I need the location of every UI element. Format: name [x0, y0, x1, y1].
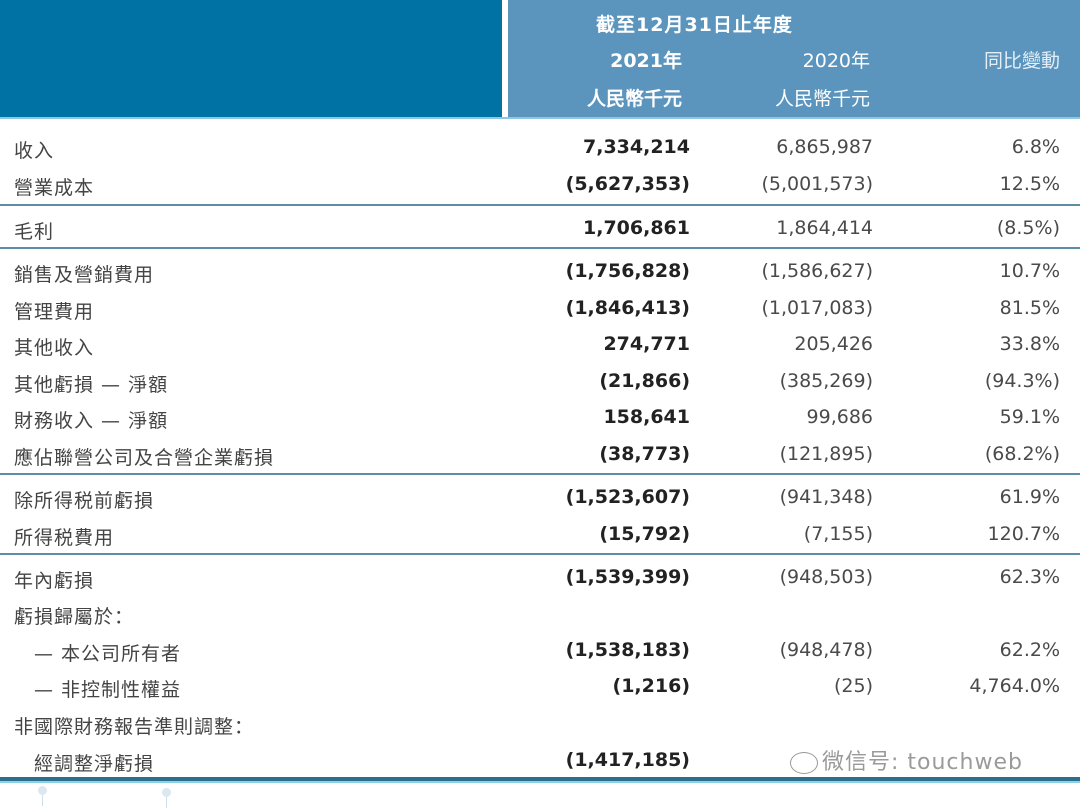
- table-row: 管理費用 (1,846,413) (1,017,083) 81.5%: [0, 291, 1080, 327]
- value-2021: (15,792): [599, 523, 690, 545]
- section-divider: [0, 473, 1080, 475]
- table-row: — 本公司所有者 (1,538,183) (948,478) 62.2%: [0, 633, 1080, 669]
- value-yoy: 62.3%: [999, 566, 1060, 588]
- row-label: 年內虧損: [14, 570, 95, 592]
- value-yoy: (68.2%): [984, 443, 1060, 465]
- row-label: 財務收入 — 淨額: [14, 410, 169, 432]
- row-label: 虧損歸屬於：: [14, 606, 135, 628]
- table-row: 應佔聯營公司及合營企業虧損 (38,773) (121,895) (68.2%): [0, 437, 1080, 473]
- value-yoy: 59.1%: [999, 406, 1060, 428]
- value-2020: (948,478): [779, 639, 873, 661]
- value-2020: 99,686: [806, 406, 873, 428]
- row-label: 毛利: [14, 221, 55, 243]
- table-row: 除所得税前虧損 (1,523,607) (941,348) 61.9%: [0, 480, 1080, 516]
- watermark-text: 微信号: touchweb: [822, 750, 1023, 775]
- table-row: 毛利 1,706,861 1,864,414 (8.5%): [0, 211, 1080, 247]
- row-label: — 非控制性權益: [34, 679, 182, 701]
- table-row: 營業成本 (5,627,353) (5,001,573) 12.5%: [0, 167, 1080, 203]
- value-2021: 274,771: [603, 333, 690, 355]
- value-2021: (1,417,185): [565, 749, 690, 771]
- value-2021: (1,216): [612, 675, 690, 697]
- section-divider: [0, 553, 1080, 555]
- value-2021: (5,627,353): [565, 173, 690, 195]
- value-2021: (1,756,828): [565, 260, 690, 282]
- value-2020: 6,865,987: [776, 136, 873, 158]
- value-yoy: (8.5%): [996, 217, 1060, 239]
- row-label: 營業成本: [14, 177, 95, 199]
- value-yoy: 6.8%: [1011, 136, 1060, 158]
- table-row: 經調整淨虧損 (1,417,185): [0, 743, 1080, 779]
- col-2021-unit: 人民幣千元: [586, 88, 682, 110]
- table-row: 銷售及營銷費用 (1,756,828) (1,586,627) 10.7%: [0, 254, 1080, 290]
- value-2021: (1,539,399): [565, 566, 690, 588]
- table-row: — 非控制性權益 (1,216) (25) 4,764.0%: [0, 669, 1080, 705]
- value-yoy: 12.5%: [999, 173, 1060, 195]
- row-label: 所得税費用: [14, 527, 115, 549]
- table-row: 其他收入 274,771 205,426 33.8%: [0, 327, 1080, 363]
- row-label: 經調整淨虧損: [34, 753, 155, 775]
- wechat-icon: [790, 752, 818, 774]
- value-2020: (7,155): [803, 523, 873, 545]
- value-2021: 1,706,861: [583, 217, 690, 239]
- value-2020: 205,426: [794, 333, 873, 355]
- row-label: — 本公司所有者: [34, 643, 182, 665]
- row-label: 非國際財務報告準則調整：: [14, 716, 255, 738]
- value-2020: (948,503): [779, 566, 873, 588]
- table-row: 年內虧損 (1,539,399) (948,503) 62.3%: [0, 560, 1080, 596]
- col-2020-year: 2020年: [802, 50, 870, 72]
- value-2020: (25): [833, 675, 873, 697]
- period-heading: 截至12月31日止年度: [596, 14, 793, 36]
- section-divider: [0, 247, 1080, 249]
- row-label: 除所得税前虧損: [14, 490, 155, 512]
- row-label: 應佔聯營公司及合營企業虧損: [14, 447, 275, 469]
- value-2021: (21,866): [599, 370, 690, 392]
- table-row: 虧損歸屬於：: [0, 596, 1080, 632]
- pin-decoration-icon: [162, 788, 171, 808]
- value-yoy: (94.3%): [984, 370, 1060, 392]
- table-row: 非國際財務報告準則調整：: [0, 706, 1080, 742]
- value-2020: (5,001,573): [761, 173, 873, 195]
- value-yoy: 10.7%: [999, 260, 1060, 282]
- table-row: 收入 7,334,214 6,865,987 6.8%: [0, 130, 1080, 166]
- value-2020: (1,586,627): [761, 260, 873, 282]
- header-underline: [0, 117, 1080, 119]
- table-row: 其他虧損 — 淨額 (21,866) (385,269) (94.3%): [0, 364, 1080, 400]
- value-yoy: 61.9%: [999, 486, 1060, 508]
- value-2021: (38,773): [599, 443, 690, 465]
- section-divider: [0, 204, 1080, 206]
- table-bottom-border: [0, 777, 1080, 783]
- value-yoy: 62.2%: [999, 639, 1060, 661]
- col-yoy: 同比變動: [983, 50, 1060, 72]
- row-label: 管理費用: [14, 301, 95, 323]
- row-label: 其他虧損 — 淨額: [14, 374, 169, 396]
- table-row: 所得税費用 (15,792) (7,155) 120.7%: [0, 517, 1080, 553]
- value-2021: (1,846,413): [565, 297, 690, 319]
- value-2021: (1,523,607): [565, 486, 690, 508]
- value-yoy: 81.5%: [999, 297, 1060, 319]
- col-2020-unit: 人民幣千元: [774, 88, 870, 110]
- row-label: 銷售及營銷費用: [14, 264, 155, 286]
- watermark: 微信号: touchweb: [790, 744, 1023, 776]
- value-2020: (941,348): [779, 486, 873, 508]
- value-2020: (1,017,083): [761, 297, 873, 319]
- value-yoy: 120.7%: [987, 523, 1060, 545]
- header-label-cell: [0, 0, 502, 117]
- value-2020: (385,269): [779, 370, 873, 392]
- value-2021: 7,334,214: [583, 136, 690, 158]
- table-row: 財務收入 — 淨額 158,641 99,686 59.1%: [0, 400, 1080, 436]
- value-2020: 1,864,414: [776, 217, 873, 239]
- value-2020: (121,895): [779, 443, 873, 465]
- value-2021: 158,641: [603, 406, 690, 428]
- col-2021-year: 2021年: [610, 50, 682, 72]
- row-label: 其他收入: [14, 337, 95, 359]
- row-label: 收入: [14, 140, 55, 162]
- header-columns-cell: 截至12月31日止年度 2021年 人民幣千元 2020年 人民幣千元 同比變動: [508, 0, 1080, 117]
- value-2021: (1,538,183): [565, 639, 690, 661]
- pin-decoration-icon: [38, 786, 47, 806]
- value-yoy: 33.8%: [999, 333, 1060, 355]
- value-yoy: 4,764.0%: [969, 675, 1060, 697]
